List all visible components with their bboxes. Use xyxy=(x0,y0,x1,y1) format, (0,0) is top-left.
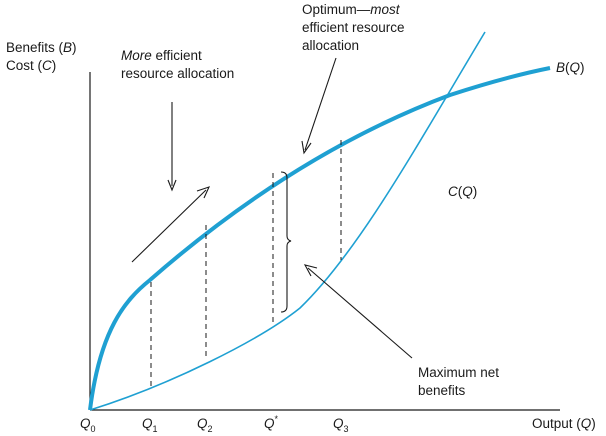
benefit-curve xyxy=(88,66,551,411)
y-axis-label-cost: Cost (C) xyxy=(6,58,56,73)
cost-curve-label: C(Q) xyxy=(448,184,477,199)
down-arrow-icon xyxy=(167,179,177,192)
tick-label-qstar: Q* xyxy=(264,414,279,431)
more-efficient-label: More efficient xyxy=(121,48,202,63)
optimum-label-line3: allocation xyxy=(302,38,359,53)
diagonal-arrow-shaft xyxy=(131,189,207,263)
net-benefit-bracket xyxy=(280,171,292,313)
tick-label-q2: Q2 xyxy=(197,416,213,434)
more-efficient-label-line2: resource allocation xyxy=(121,66,234,81)
benefit-curve-label: B(Q) xyxy=(556,60,585,75)
max-net-arrow-shaft xyxy=(307,267,413,359)
tick-label-q3: Q3 xyxy=(333,416,349,434)
max-net-label-line2: benefits xyxy=(418,383,466,398)
optimum-label-line2: efficient resource xyxy=(302,20,405,35)
cost-curve xyxy=(89,31,486,411)
max-net-label: Maximum net xyxy=(418,365,499,380)
tick-label-q0: Q0 xyxy=(80,416,96,434)
diagonal-arrow-icon xyxy=(196,186,211,199)
y-axis-label-benefits: Benefits (B) xyxy=(6,40,77,55)
optimum-arrow-shaft xyxy=(304,57,337,151)
tick-label-q1: Q1 xyxy=(142,416,158,434)
optimum-arrow-icon xyxy=(301,140,312,155)
x-axis-label-output: Output (Q) xyxy=(532,416,596,431)
optimum-label: Optimum—most xyxy=(302,2,401,17)
max-net-arrow-icon xyxy=(303,264,318,277)
